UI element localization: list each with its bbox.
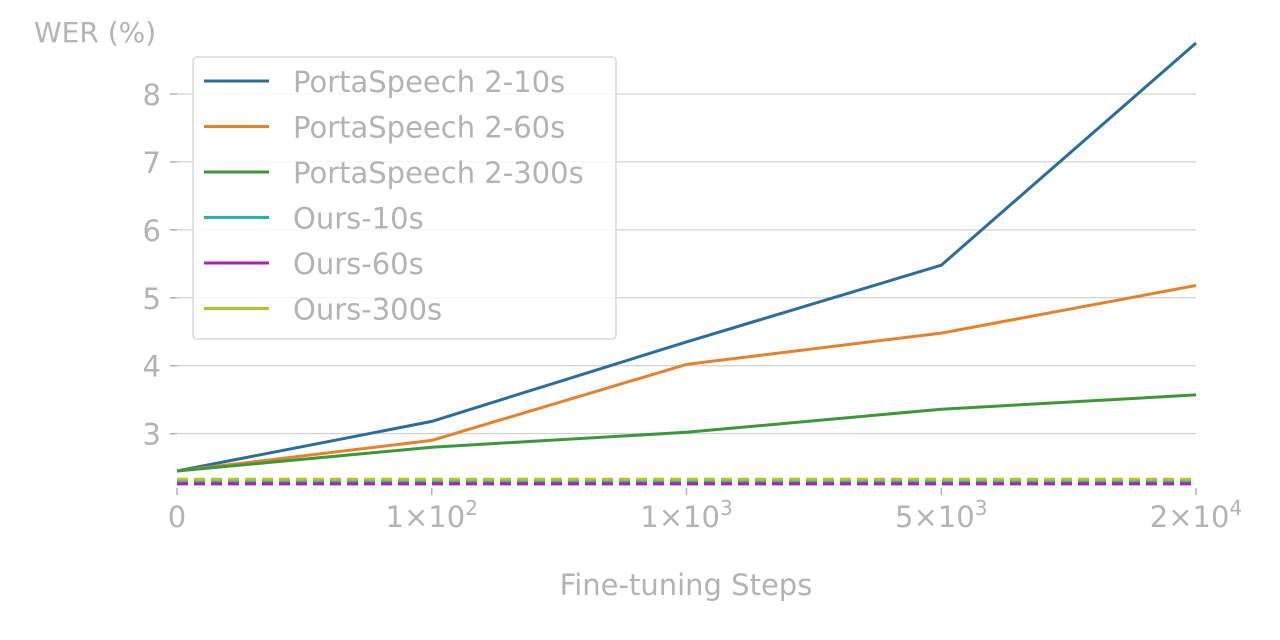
- y-tick-label: 3: [143, 418, 161, 452]
- x-tick-label: 1×102: [386, 496, 478, 534]
- legend-label: PortaSpeech 2-10s: [293, 65, 565, 99]
- legend-label: PortaSpeech 2-300s: [293, 156, 584, 190]
- y-axis-ticks: 3 4 5 6 7 8: [143, 78, 177, 452]
- x-axis-label: Fine-tuning Steps: [560, 568, 813, 602]
- legend-box: [192, 56, 617, 340]
- legend: PortaSpeech 2-10s PortaSpeech 2-60s PortaS…: [192, 56, 617, 340]
- x-tick-label: 0: [168, 500, 186, 534]
- y-tick-label: 5: [143, 282, 161, 316]
- y-tick-label: 4: [143, 350, 161, 384]
- y-tick-label: 6: [143, 214, 161, 248]
- x-tick-label: 1×103: [640, 496, 732, 534]
- x-tick-label: 2×104: [1150, 496, 1242, 534]
- legend-label: Ours-10s: [293, 202, 424, 236]
- series-line-2: [176, 393, 1197, 473]
- x-axis-ticks: 0 1×102 1×103 5×103 2×104: [168, 488, 1242, 534]
- legend-label: Ours-60s: [293, 247, 424, 281]
- legend-label: PortaSpeech 2-60s: [293, 111, 565, 145]
- x-tick-label: 5×103: [895, 496, 987, 534]
- legend-label: Ours-300s: [293, 293, 442, 327]
- series-line-0: [176, 41, 1197, 473]
- series-line-1: [176, 284, 1197, 473]
- y-axis-label: WER (%): [34, 16, 156, 49]
- y-tick-label: 7: [143, 146, 161, 180]
- y-tick-label: 8: [143, 78, 161, 112]
- series-lines: [176, 41, 1197, 486]
